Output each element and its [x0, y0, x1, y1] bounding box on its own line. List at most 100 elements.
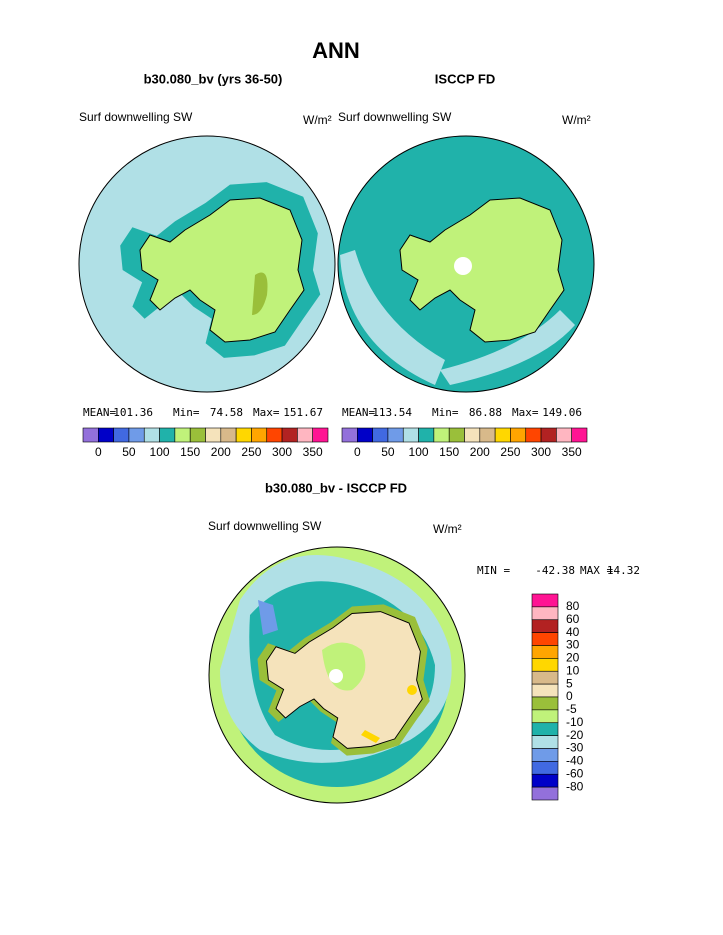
- colorbar-label: 100: [409, 445, 429, 459]
- colorbar-box: [113, 427, 130, 443]
- colorbar-label: 40: [566, 625, 580, 639]
- colorbar-box: [418, 427, 435, 443]
- colorbar-box: [571, 427, 588, 443]
- colorbar-box: [402, 427, 419, 443]
- stat-value: 101.36: [113, 406, 153, 419]
- colorbar-box: [531, 696, 559, 711]
- colorbar-box: [531, 773, 559, 788]
- colorbar-box: [531, 619, 559, 633]
- colorbar-label: -5: [566, 702, 577, 716]
- colorbar-label: 30: [566, 638, 580, 652]
- map-border: [208, 546, 466, 804]
- map-border: [337, 135, 595, 393]
- colorbar-label: -40: [566, 754, 584, 768]
- colorbar-label: 0: [95, 445, 102, 459]
- stat-label: Max=: [253, 406, 280, 419]
- colorbar-label: 150: [439, 445, 459, 459]
- colorbar-label: 80: [566, 599, 580, 613]
- colorbar-box: [128, 427, 145, 443]
- stat-label: Max=: [512, 406, 539, 419]
- map-difference: [209, 547, 465, 803]
- colorbar-label: 250: [241, 445, 261, 459]
- colorbar-box: [531, 761, 559, 775]
- colorbar-label: 300: [531, 445, 551, 459]
- colorbar-box: [143, 427, 160, 443]
- colorbar-box: [531, 645, 559, 659]
- stat-value: 86.88: [469, 406, 502, 419]
- colorbar-label: 10: [566, 663, 580, 677]
- units-label: W/m²: [562, 113, 591, 127]
- colorbar-box: [281, 427, 298, 443]
- variable-label: Surf downwelling SW: [338, 110, 452, 124]
- colorbar-box: [357, 427, 373, 443]
- stat-value: 14.32: [607, 564, 640, 577]
- colorbar-box: [540, 427, 557, 443]
- colorbar-label: 200: [470, 445, 490, 459]
- colorbar-box: [174, 427, 191, 443]
- colorbar-box: [479, 427, 496, 443]
- title: ANN: [312, 38, 360, 63]
- colorbar-label: 100: [150, 445, 170, 459]
- colorbar-box: [525, 427, 542, 443]
- colorbar-box: [387, 427, 404, 443]
- colorbar-box: [531, 709, 559, 724]
- variable-label: Surf downwelling SW: [79, 110, 193, 124]
- colorbar-box: [448, 427, 465, 443]
- colorbar-box: [341, 427, 358, 443]
- colorbar-box: [494, 427, 511, 443]
- colorbar-box: [531, 632, 559, 646]
- stat-value: 149.06: [542, 406, 582, 419]
- colorbar-box: [433, 427, 450, 443]
- stat-label: Min=: [432, 406, 459, 419]
- panel-heading: b30.080_bv (yrs 36-50): [144, 71, 283, 86]
- colorbar-box: [531, 658, 559, 672]
- map-left: [79, 136, 335, 392]
- colorbar-label: 350: [562, 445, 582, 459]
- colorbar-box: [297, 427, 313, 443]
- colorbar-label: 50: [122, 445, 136, 459]
- colorbar-box: [531, 735, 559, 749]
- units-label: W/m²: [433, 522, 462, 536]
- variable-label: Surf downwelling SW: [208, 519, 322, 533]
- stat-value: 74.58: [210, 406, 243, 419]
- colorbar-box: [205, 427, 222, 443]
- colorbar-box: [235, 427, 252, 443]
- colorbar-label: 5: [566, 676, 573, 690]
- colorbar-box: [531, 606, 559, 621]
- stat-label: Min=: [173, 406, 200, 419]
- colorbar-box: [82, 427, 99, 443]
- colorbar-label: 300: [272, 445, 292, 459]
- colorbar-box: [251, 427, 268, 443]
- colorbar-box: [531, 593, 559, 608]
- colorbar-label: 250: [500, 445, 520, 459]
- colorbar-label: 20: [566, 651, 580, 665]
- colorbar-box: [312, 427, 329, 443]
- colorbar-box: [266, 427, 283, 443]
- colorbar-box: [531, 722, 559, 736]
- colorbar-label: -20: [566, 728, 584, 742]
- stat-label: MAX =: [580, 564, 613, 577]
- colorbar-box: [531, 786, 559, 801]
- colorbar-box: [531, 683, 559, 698]
- colorbar-box: [189, 427, 206, 443]
- stat-label: MEAN=: [342, 406, 375, 419]
- colorbar-label: -80: [566, 779, 584, 793]
- stat-label: MIN =: [477, 564, 510, 577]
- colorbar-box: [531, 748, 559, 762]
- stat-label: MEAN=: [83, 406, 116, 419]
- colorbar-box: [510, 427, 527, 443]
- colorbar-box: [98, 427, 114, 443]
- colorbar-box: [220, 427, 237, 443]
- stat-value: -42.38: [535, 564, 575, 577]
- colorbar-box: [531, 670, 559, 685]
- colorbar-label: 0: [354, 445, 361, 459]
- panel-heading: ISCCP FD: [435, 71, 495, 86]
- colorbar-label: 350: [303, 445, 323, 459]
- colorbar-box: [372, 427, 389, 443]
- colorbar-box: [556, 427, 572, 443]
- colorbar-label: 50: [381, 445, 395, 459]
- colorbar-label: 150: [180, 445, 200, 459]
- colorbar-label: 0: [566, 689, 573, 703]
- colorbar-label: -10: [566, 715, 584, 729]
